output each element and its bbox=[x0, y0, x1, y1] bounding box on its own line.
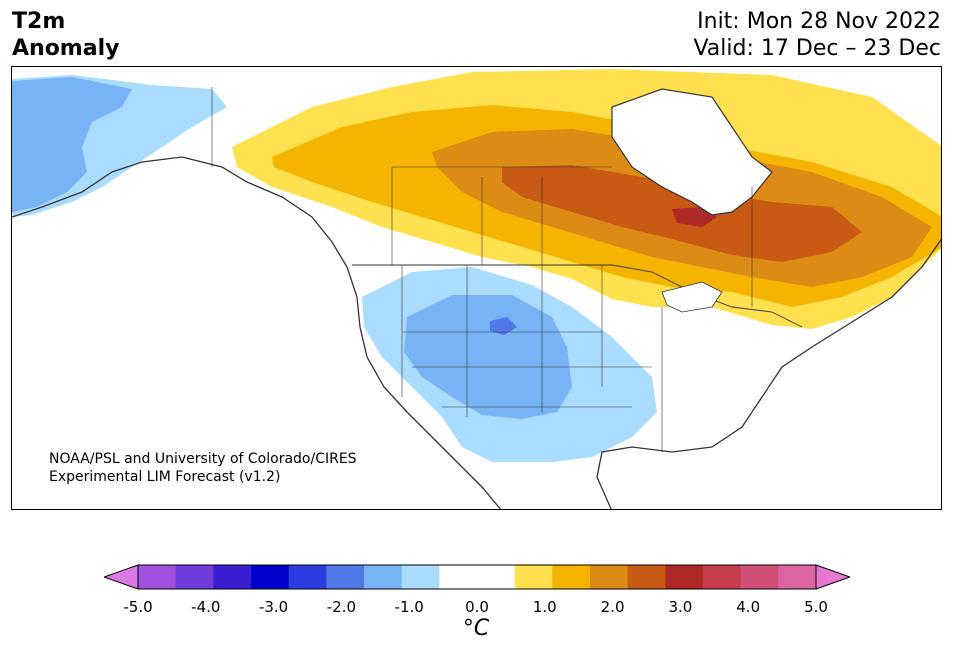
colorbar-cell bbox=[364, 565, 403, 589]
credit-line1: NOAA/PSL and University of Colorado/CIRE… bbox=[49, 451, 357, 467]
colorbar-tick-label: -1.0 bbox=[394, 598, 424, 616]
colorbar-tick-label: 1.0 bbox=[532, 598, 557, 616]
colorbar-unit: °C bbox=[462, 616, 490, 641]
colorbar-cell bbox=[552, 565, 591, 589]
credit-text: NOAA/PSL and University of Colorado/CIRE… bbox=[49, 450, 357, 486]
colorbar-cell bbox=[213, 565, 252, 589]
colorbar-tick-label: 0.0 bbox=[465, 598, 489, 616]
colorbar-cells bbox=[104, 564, 850, 590]
forecast-dates: Init: Mon 28 Nov 2022 Valid: 17 Dec – 23… bbox=[693, 8, 941, 62]
southwest-cold-core bbox=[490, 317, 517, 335]
colorbar-cell bbox=[590, 565, 629, 589]
colorbar-cell bbox=[778, 565, 817, 589]
colorbar-cell bbox=[288, 565, 327, 589]
colorbar-cell bbox=[251, 565, 290, 589]
great-lakes bbox=[661, 281, 723, 313]
colorbar-tick-label: 5.0 bbox=[804, 598, 828, 616]
colorbar-tick-label: -5.0 bbox=[123, 598, 153, 616]
colorbar-extend-low bbox=[104, 564, 139, 590]
colorbar-cell bbox=[175, 565, 214, 589]
state-lines bbox=[211, 87, 753, 452]
coastline bbox=[12, 156, 941, 509]
colorbar-cell bbox=[514, 565, 553, 589]
colorbar-extend-high bbox=[815, 564, 850, 590]
colorbar-frame bbox=[137, 564, 817, 590]
us-canada-border bbox=[352, 264, 803, 328]
colorbar-cell bbox=[138, 565, 177, 589]
canada-warm-core bbox=[672, 207, 717, 227]
southwest-cold-mid bbox=[404, 295, 572, 419]
colorbar-cell bbox=[665, 565, 704, 589]
init-date: Init: Mon 28 Nov 2022 bbox=[697, 9, 941, 34]
colorbar-tick-label: -4.0 bbox=[191, 598, 221, 616]
colorbar-tick-label: 4.0 bbox=[736, 598, 761, 616]
colorbar-cell bbox=[627, 565, 666, 589]
hudson-bay bbox=[611, 88, 773, 216]
map-canvas bbox=[12, 69, 941, 509]
colorbar-cell bbox=[703, 565, 742, 589]
colorbar-cell bbox=[740, 565, 779, 589]
colorbar-tick-label: -3.0 bbox=[258, 598, 289, 616]
colorbar-cell bbox=[477, 565, 516, 589]
title-line1: T2m bbox=[12, 9, 66, 34]
credit-line2: Experimental LIM Forecast (v1.2) bbox=[49, 469, 281, 485]
anomaly-map bbox=[11, 66, 942, 510]
map-title: T2m Anomaly bbox=[12, 8, 119, 62]
colorbar-cell bbox=[401, 565, 440, 589]
colorbar-tick-label: -2.0 bbox=[326, 598, 357, 616]
alaska-cold-mid bbox=[12, 77, 132, 212]
title-line2: Anomaly bbox=[12, 36, 120, 61]
valid-date: Valid: 17 Dec – 23 Dec bbox=[693, 36, 941, 61]
colorbar-cell bbox=[439, 565, 478, 589]
colorbar-cell bbox=[326, 565, 365, 589]
colorbar bbox=[104, 564, 850, 590]
colorbar-tick-label: 3.0 bbox=[668, 598, 693, 616]
colorbar-tick-label: 2.0 bbox=[600, 598, 625, 616]
